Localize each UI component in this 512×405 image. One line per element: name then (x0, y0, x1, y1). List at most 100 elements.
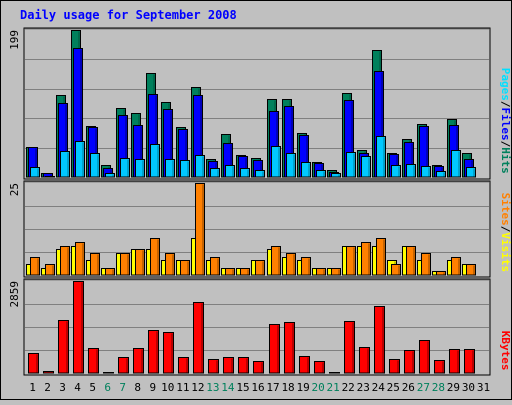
x-tick-label-17: 17 (266, 381, 279, 394)
bar-shade (37, 258, 39, 275)
bar-sites-15 (240, 268, 250, 276)
legend-entry: Sites (499, 193, 512, 226)
bar-shade (351, 101, 353, 177)
bar-shade (127, 159, 129, 177)
x-tick-label-1: 1 (29, 381, 36, 394)
bar-shade (187, 261, 189, 275)
y-max-label: 199 (8, 30, 21, 50)
bar-shade (217, 169, 219, 177)
bar-sites-3 (60, 246, 70, 276)
bar-shade (172, 254, 174, 275)
bar-shade (35, 148, 37, 177)
bar-pages-7 (120, 158, 130, 178)
x-tick-label-26: 26 (402, 381, 415, 394)
bar-kbytes-17 (269, 324, 280, 374)
bar-shade (278, 147, 280, 177)
bar-pages-2 (45, 176, 55, 178)
bar-shade (307, 357, 309, 373)
legend-entry: Visits (499, 232, 512, 272)
legend-entry: / (499, 101, 512, 108)
bar-shade (412, 351, 414, 373)
bar-shade (428, 167, 430, 177)
bar-shade (368, 243, 370, 275)
bar-pages-21 (331, 173, 341, 178)
bar-kbytes-2 (43, 371, 54, 374)
bar-shade (338, 174, 340, 177)
x-tick-label-28: 28 (432, 381, 445, 394)
bar-pages-10 (165, 159, 175, 178)
bar-shade (411, 143, 413, 177)
bar-kbytes-28 (434, 360, 445, 374)
bar-pages-4 (75, 141, 85, 178)
bar-shade (156, 331, 158, 373)
bar-sites-16 (255, 260, 265, 276)
x-tick-label-14: 14 (221, 381, 235, 394)
bar-shade (368, 157, 370, 177)
bar-pages-18 (286, 153, 296, 178)
bar-shade (96, 349, 98, 373)
bar-shade (306, 136, 308, 177)
bar-kbytes-5 (88, 348, 99, 374)
x-tick-label-18: 18 (281, 381, 294, 394)
bar-shade (442, 361, 444, 373)
chart-panels: 199Pages/Files/Hits25Sites/Visits2859KBy… (8, 27, 512, 376)
bar-pages-16 (255, 170, 265, 178)
bar-sites-27 (421, 253, 431, 276)
bar-kbytes-21 (329, 372, 340, 374)
bar-shade (202, 184, 204, 275)
bar-pages-11 (180, 160, 190, 178)
bar-shade (81, 282, 83, 373)
bar-sites-10 (165, 253, 175, 276)
x-tick-label-24: 24 (372, 381, 386, 394)
bar-sites-23 (361, 242, 371, 276)
legend-entry: / (499, 141, 512, 148)
bar-sites-6 (105, 268, 115, 276)
bar-pages-17 (271, 146, 281, 178)
bar-shade (231, 358, 233, 373)
bar-shade (338, 269, 340, 275)
bar-shade (232, 166, 234, 177)
bar-shade (427, 341, 429, 373)
bar-sites-24 (376, 238, 386, 276)
bar-sites-29 (451, 257, 461, 276)
bar-sites-21 (331, 268, 341, 276)
bar-shade (426, 127, 428, 177)
bar-sites-22 (346, 246, 356, 276)
bar-pages-8 (135, 159, 145, 178)
bar-shade (50, 174, 52, 177)
bar-shade (353, 153, 355, 177)
bar-shade (381, 72, 383, 177)
x-tick-label-31: 31 (477, 381, 490, 394)
bar-shade (413, 247, 415, 275)
y-max-label: 2859 (8, 281, 21, 308)
bar-shade (292, 323, 294, 373)
bar-shade (457, 350, 459, 373)
bar-kbytes-12 (193, 302, 204, 374)
bar-shade (112, 174, 114, 177)
bar-pages-9 (150, 144, 160, 178)
bar-shade (413, 165, 415, 177)
legend-entry: / (499, 226, 512, 233)
bar-kbytes-11 (178, 357, 189, 374)
bar-shade (352, 322, 354, 373)
bar-shade (323, 269, 325, 275)
bar-sites-28 (436, 271, 446, 276)
bar-kbytes-24 (374, 306, 385, 374)
bar-pages-19 (301, 162, 311, 178)
bar-shade (82, 142, 84, 177)
bar-shade (383, 137, 385, 177)
bar-shade (308, 258, 310, 275)
bar-shade (276, 112, 278, 177)
bar-kbytes-22 (344, 321, 355, 374)
bar-shade (97, 254, 99, 275)
bar-shade (216, 360, 218, 373)
bar-pages-23 (361, 156, 371, 178)
bar-pages-5 (90, 153, 100, 178)
bar-shade (398, 166, 400, 177)
chart-title: Daily usage for September 2008 (20, 8, 237, 22)
bar-kbytes-27 (419, 340, 430, 374)
bar-shade (398, 265, 400, 275)
bar-shade (383, 239, 385, 275)
x-tick-label-3: 3 (59, 381, 66, 394)
